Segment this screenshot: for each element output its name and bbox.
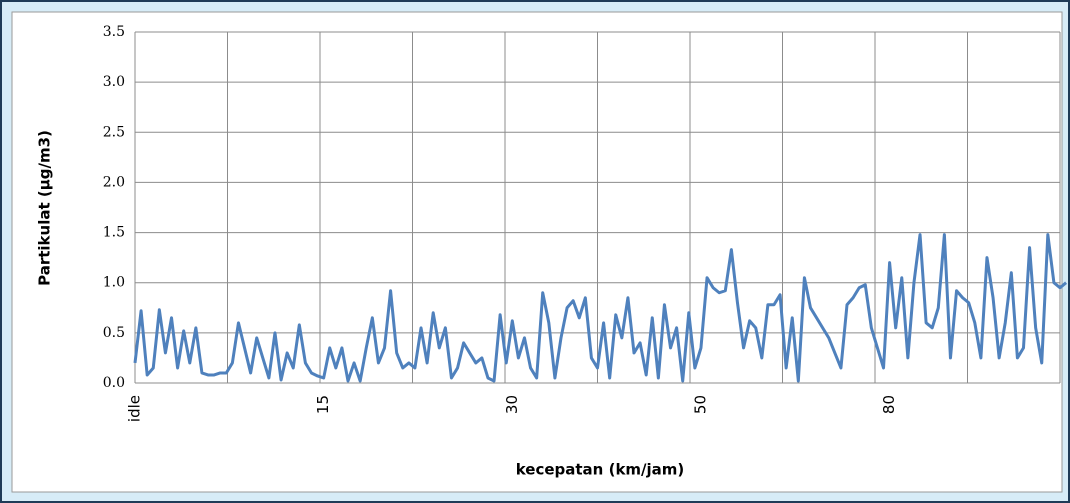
chart-area [11, 11, 1063, 493]
y-tick-label: 0.5 [103, 325, 125, 341]
y-tick-label: 3.5 [103, 24, 125, 40]
x-axis-title: kecepatan (km/jam) [516, 461, 685, 479]
x-tick-label: 50 [691, 395, 709, 414]
y-tick-label: 0.0 [103, 375, 125, 391]
y-tick-label: 3.0 [103, 74, 125, 90]
x-tick-label: 30 [503, 395, 521, 414]
data-line [133, 233, 1068, 383]
x-tick-label: 15 [314, 395, 332, 414]
x-tick-label: idle [126, 395, 144, 422]
y-tick-label: 1.5 [103, 225, 125, 241]
y-tick-label: 1.0 [103, 275, 125, 291]
y-tick-label: 2.0 [103, 174, 125, 190]
y-tick-label: 2.5 [103, 124, 125, 140]
x-tick-label: 80 [880, 395, 898, 414]
y-axis-title: Partikulat (µg/m3) [36, 130, 54, 286]
